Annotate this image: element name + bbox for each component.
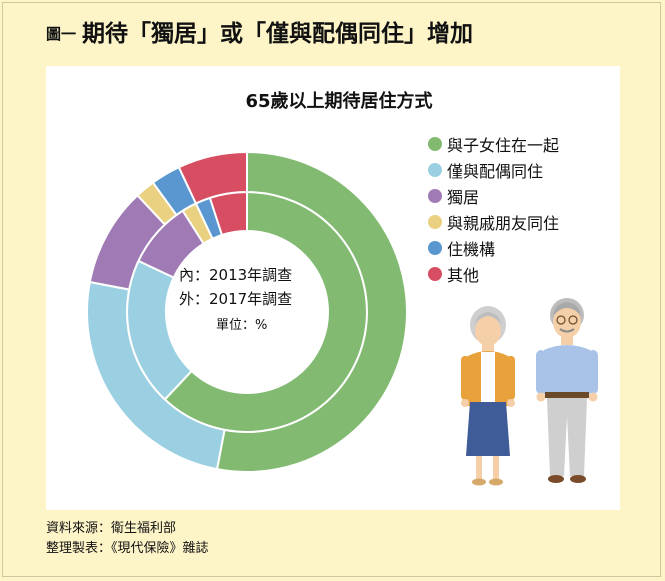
legend-swatch <box>428 267 442 281</box>
elderly-man-figure <box>536 298 598 483</box>
legend-label: 僅與配偶同住 <box>447 162 544 181</box>
source-line: 資料來源：衛生福利部 <box>46 521 177 536</box>
elderly-couple-illustration <box>461 298 598 486</box>
legend-label: 與子女住在一起 <box>447 136 560 155</box>
figure-heading: 圖一 期待「獨居」或「僅與配偶同住」增加 <box>46 14 473 48</box>
legend-label: 與親戚朋友同住 <box>447 214 560 233</box>
legend-swatch <box>428 215 442 229</box>
legend-label: 住機構 <box>447 240 496 259</box>
legend-item: 與子女住在一起 <box>428 131 559 157</box>
legend-item: 僅與配偶同住 <box>428 157 559 183</box>
slice-outer-0 <box>215 150 408 473</box>
editor-line: 整理製表：《現代保險》雜誌 <box>46 541 209 556</box>
source-notes: 資料來源：衛生福利部 整理製表：《現代保險》雜誌 <box>46 519 209 559</box>
figure-title: 期待「獨居」或「僅與配偶同住」增加 <box>82 21 474 47</box>
legend-item: 其他 <box>428 261 559 287</box>
figure-number: 圖一 <box>46 25 77 43</box>
legend-item: 獨居 <box>428 183 559 209</box>
elderly-woman-figure <box>461 306 515 486</box>
legend-swatch <box>428 189 442 203</box>
chart-legend: 與子女住在一起 僅與配偶同住 獨居與親戚朋友同住 住機構其他 <box>428 131 559 287</box>
legend-label: 獨居 <box>447 188 480 207</box>
legend-swatch <box>428 241 442 255</box>
legend-swatch <box>428 163 442 177</box>
chart-title: 65歲以上期待居住方式 <box>245 91 433 112</box>
donut-svg <box>86 150 408 473</box>
slice-outer-5 <box>177 150 248 205</box>
legend-item: 與親戚朋友同住 <box>428 209 559 235</box>
chart-panel: 65歲以上期待居住方式 內：2013年調查 外：2017年調查 單位：% 與子女… <box>46 66 620 510</box>
legend-item: 住機構 <box>428 235 559 261</box>
donut-chart: 內：2013年調查 外：2017年調查 單位：% <box>86 150 408 473</box>
legend-label: 其他 <box>447 266 480 285</box>
legend-swatch <box>428 137 442 151</box>
